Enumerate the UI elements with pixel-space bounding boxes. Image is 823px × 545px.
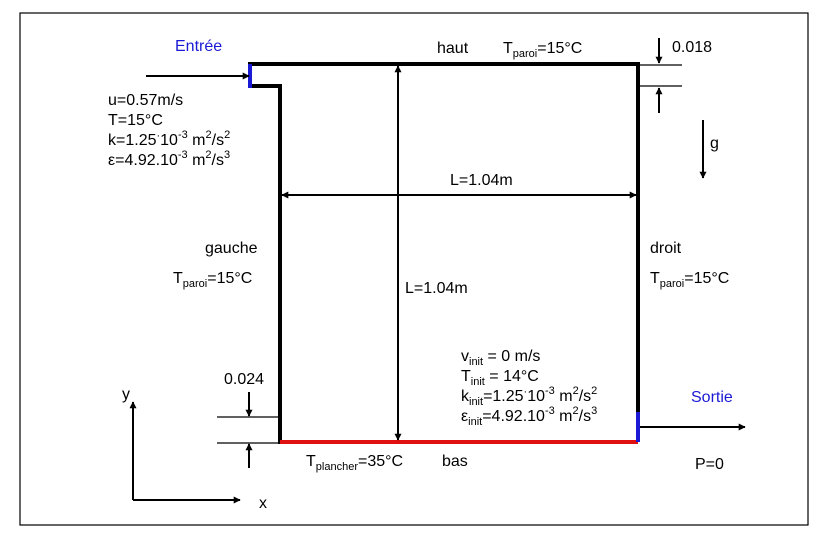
inlet-dissipation-rate: ε=4.92.10-3 m2/s3	[108, 149, 230, 169]
bottom-gap-label: 0.024	[224, 371, 264, 388]
left-wall-label: gauche	[205, 240, 258, 257]
initial-turbulent-kinetic-energy: kinit=1.25·10-3 m2/s2	[461, 385, 597, 408]
right-wall-temperature: Tparoi=15°C	[650, 270, 729, 290]
figure-frame	[19, 12, 809, 526]
x-axis-label: x	[259, 495, 267, 512]
cavity-walls	[248, 62, 640, 444]
floor-temperature: Tplancher=35°C	[306, 453, 403, 473]
initial-dissipation-rate: εinit=4.92.10-3 m2/s3	[461, 405, 597, 428]
left-wall-temperature: Tparoi=15°C	[173, 270, 252, 290]
y-axis-label: y	[122, 386, 130, 403]
inlet-temperature: T=15°C	[108, 112, 163, 129]
width-label: L=1.04m	[450, 172, 513, 189]
outlet-pressure-label: P=0	[695, 456, 724, 473]
inlet-label: Entrée	[175, 38, 222, 55]
inlet-velocity: u=0.57m/s	[108, 92, 183, 109]
left-wall	[248, 84, 282, 444]
initial-velocity: vinit = 0 m/s	[461, 348, 540, 368]
gravity-label: g	[710, 135, 719, 152]
inlet-turbulent-kinetic-energy: k=1.25·10-3 m2/s2	[108, 129, 230, 149]
top-gap-label: 0.018	[672, 39, 712, 56]
height-label: L=1.04m	[405, 280, 468, 297]
outlet-label: Sortie	[691, 389, 733, 406]
bottom-wall-label: bas	[442, 453, 468, 470]
initial-temperature: Tinit = 14°C	[461, 368, 539, 388]
top-wall-temperature: Tparoi=15°C	[503, 40, 582, 60]
right-wall-label: droit	[650, 240, 682, 257]
top-wall-label: haut	[437, 40, 469, 57]
